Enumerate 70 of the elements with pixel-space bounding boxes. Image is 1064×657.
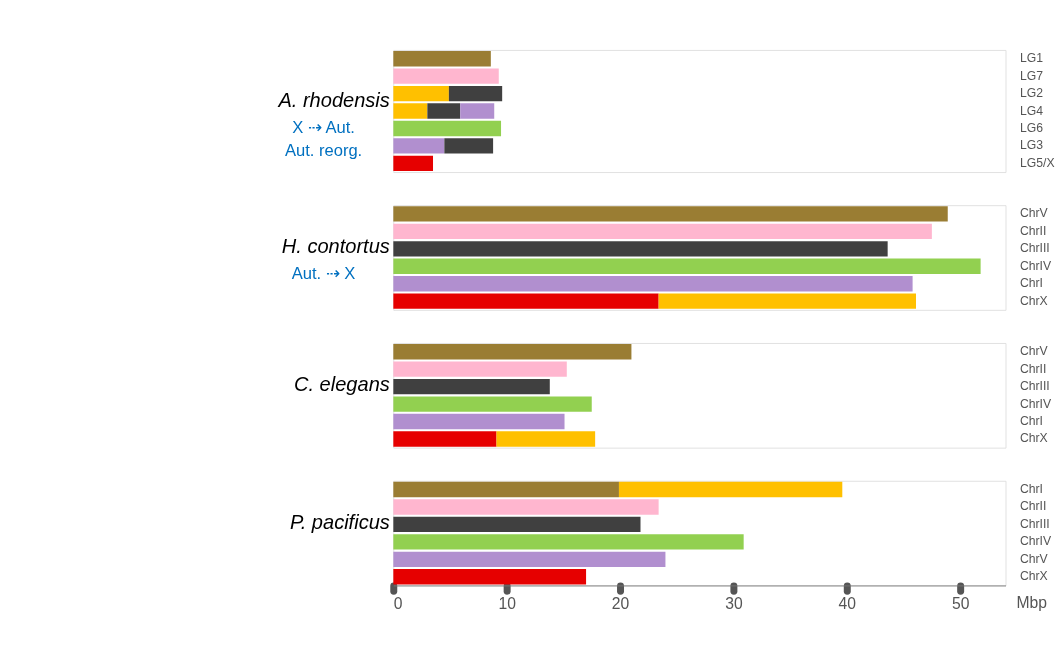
bar — [427, 103, 461, 119]
y-tick-label: LG4 — [1019, 103, 1044, 118]
bar — [393, 120, 502, 137]
bar — [393, 431, 497, 447]
bar — [393, 241, 888, 257]
y-tick-label: ChrV — [1019, 551, 1049, 566]
bar — [393, 258, 981, 274]
y-tick-label: ChrI — [1019, 482, 1043, 497]
y-tick-label: LG2 — [1019, 86, 1044, 101]
text: C. elegans — [294, 372, 390, 395]
text: Aut. reorg. — [284, 140, 363, 160]
y-tick-label: ChrII — [1019, 223, 1047, 238]
y-tick-label: ChrIII — [1019, 516, 1050, 531]
y-tick-label: ChrII — [1019, 499, 1047, 514]
x-tick-label: 10 — [498, 594, 517, 612]
y-tick-label: ChrX — [1019, 293, 1048, 308]
x-tick-label: 20 — [611, 594, 630, 612]
y-tick-label: LG5/X — [1019, 155, 1055, 170]
bar — [393, 293, 659, 309]
x-tick-label: 40 — [838, 594, 857, 612]
bar — [393, 481, 619, 498]
y-tick-label: ChrV — [1019, 344, 1049, 359]
y-tick-label: LG1 — [1019, 51, 1044, 66]
bar — [393, 516, 641, 533]
y-tick-label: ChrIV — [1019, 534, 1052, 549]
y-tick-label: ChrI — [1019, 414, 1043, 428]
bar — [393, 396, 592, 412]
y-tick-label: ChrIV — [1019, 396, 1052, 411]
bar — [393, 276, 913, 292]
bar — [393, 551, 666, 567]
text: Aut. ⇢ X — [291, 264, 356, 284]
text: H. contortus — [281, 235, 390, 258]
bar — [448, 85, 503, 102]
y-tick-label: ChrIII — [1019, 379, 1050, 394]
y-tick-label: ChrX — [1019, 431, 1048, 446]
bar — [393, 223, 932, 240]
x-axis-title: Mbp — [1016, 593, 1048, 611]
bar — [444, 138, 494, 154]
bar — [496, 431, 596, 447]
bar — [393, 51, 491, 67]
bar — [460, 103, 495, 119]
x-tick-label: 30 — [725, 594, 743, 612]
bar — [393, 499, 659, 515]
bar — [393, 103, 428, 119]
bar — [618, 481, 843, 498]
text: P. pacificus — [289, 510, 390, 533]
y-tick-label: ChrI — [1019, 276, 1043, 291]
text: X ⇢ Aut. — [292, 117, 355, 137]
bar — [393, 413, 565, 430]
text: A. rhodensis — [277, 88, 390, 111]
bar — [393, 344, 632, 360]
y-tick-label: ChrIII — [1019, 241, 1050, 256]
bar — [658, 293, 916, 309]
y-tick-label: ChrV — [1019, 206, 1049, 221]
bar — [393, 206, 948, 222]
y-tick-label: ChrIV — [1019, 258, 1052, 273]
bar — [393, 361, 567, 377]
bar — [393, 378, 550, 395]
y-tick-label: LG3 — [1019, 138, 1044, 153]
x-tick-label: 50 — [951, 594, 970, 612]
bar — [393, 569, 587, 585]
bar — [393, 85, 449, 102]
bar — [393, 155, 434, 172]
y-tick-label: ChrX — [1019, 569, 1048, 584]
y-tick-label: ChrII — [1019, 361, 1047, 376]
x-tick-label: 0 — [393, 594, 403, 612]
bar — [393, 534, 744, 550]
y-tick-label: LG7 — [1019, 68, 1044, 83]
y-tick-label: LG6 — [1019, 120, 1044, 135]
bar — [393, 68, 499, 84]
